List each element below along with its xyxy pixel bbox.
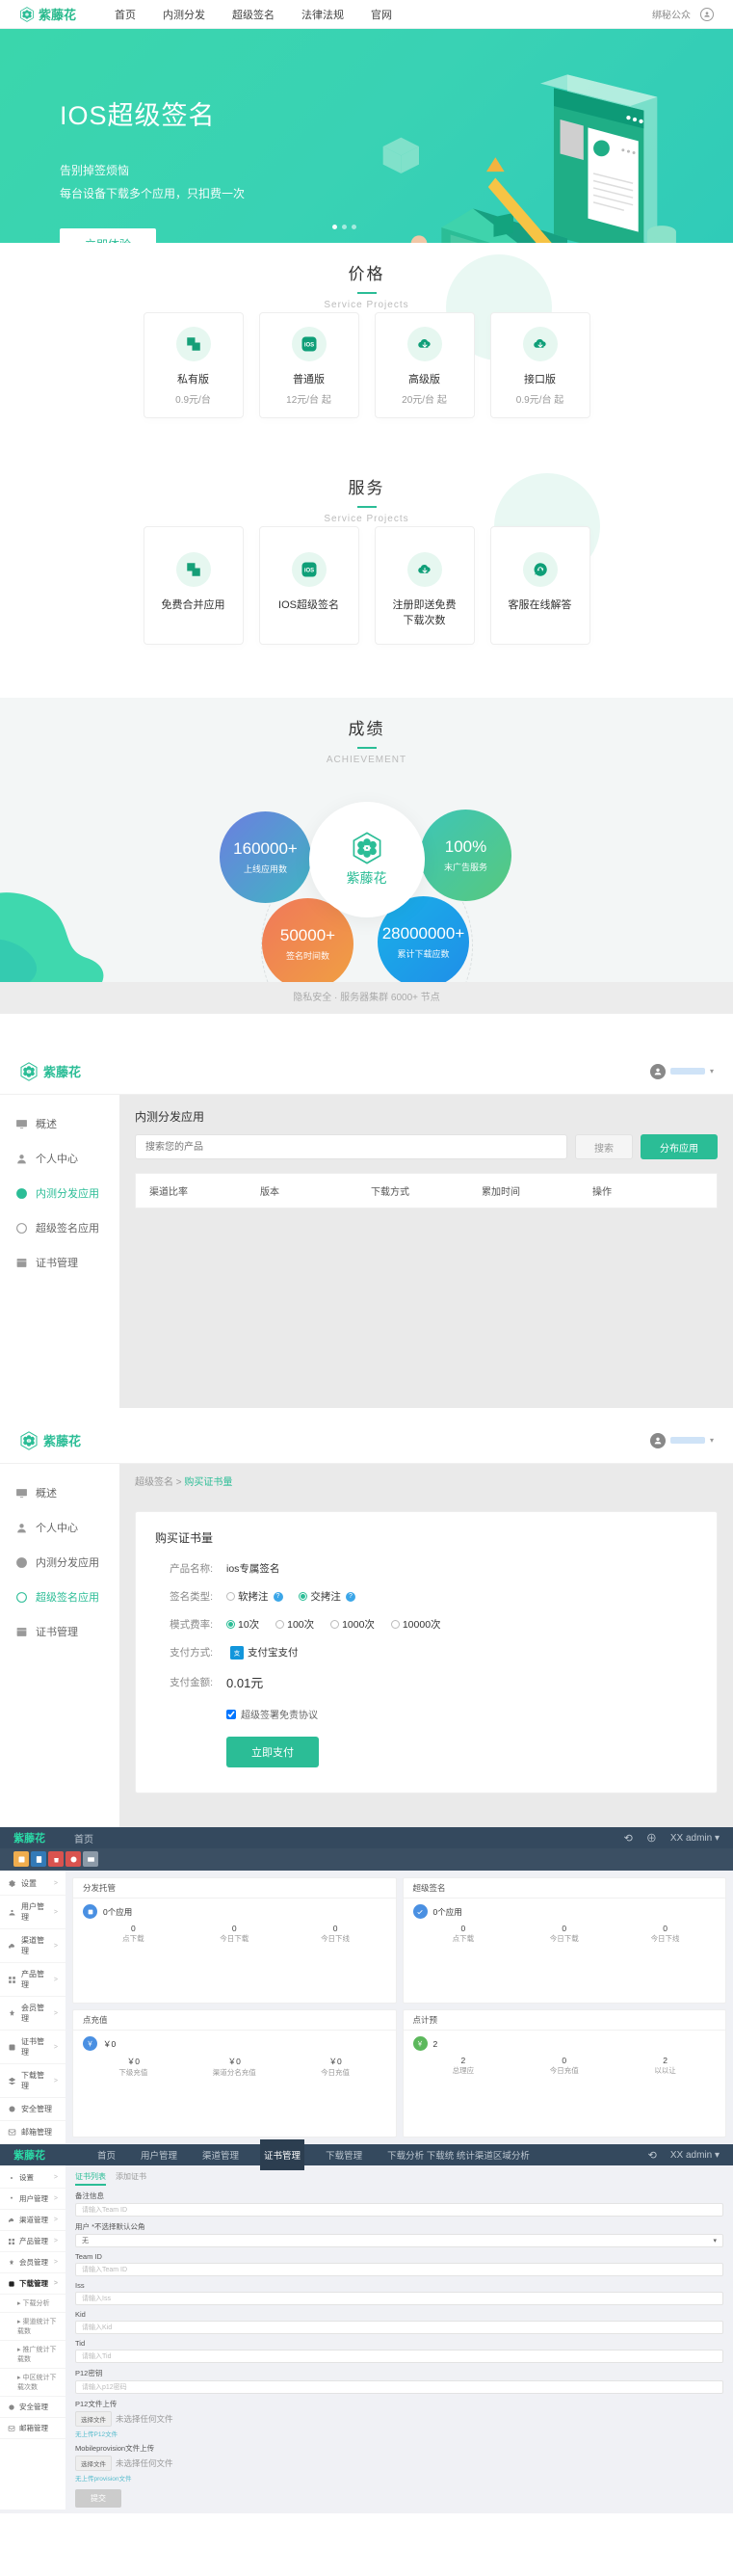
svg-text:iOS: iOS [303,343,313,349]
svg-text:iOS: iOS [303,569,313,574]
